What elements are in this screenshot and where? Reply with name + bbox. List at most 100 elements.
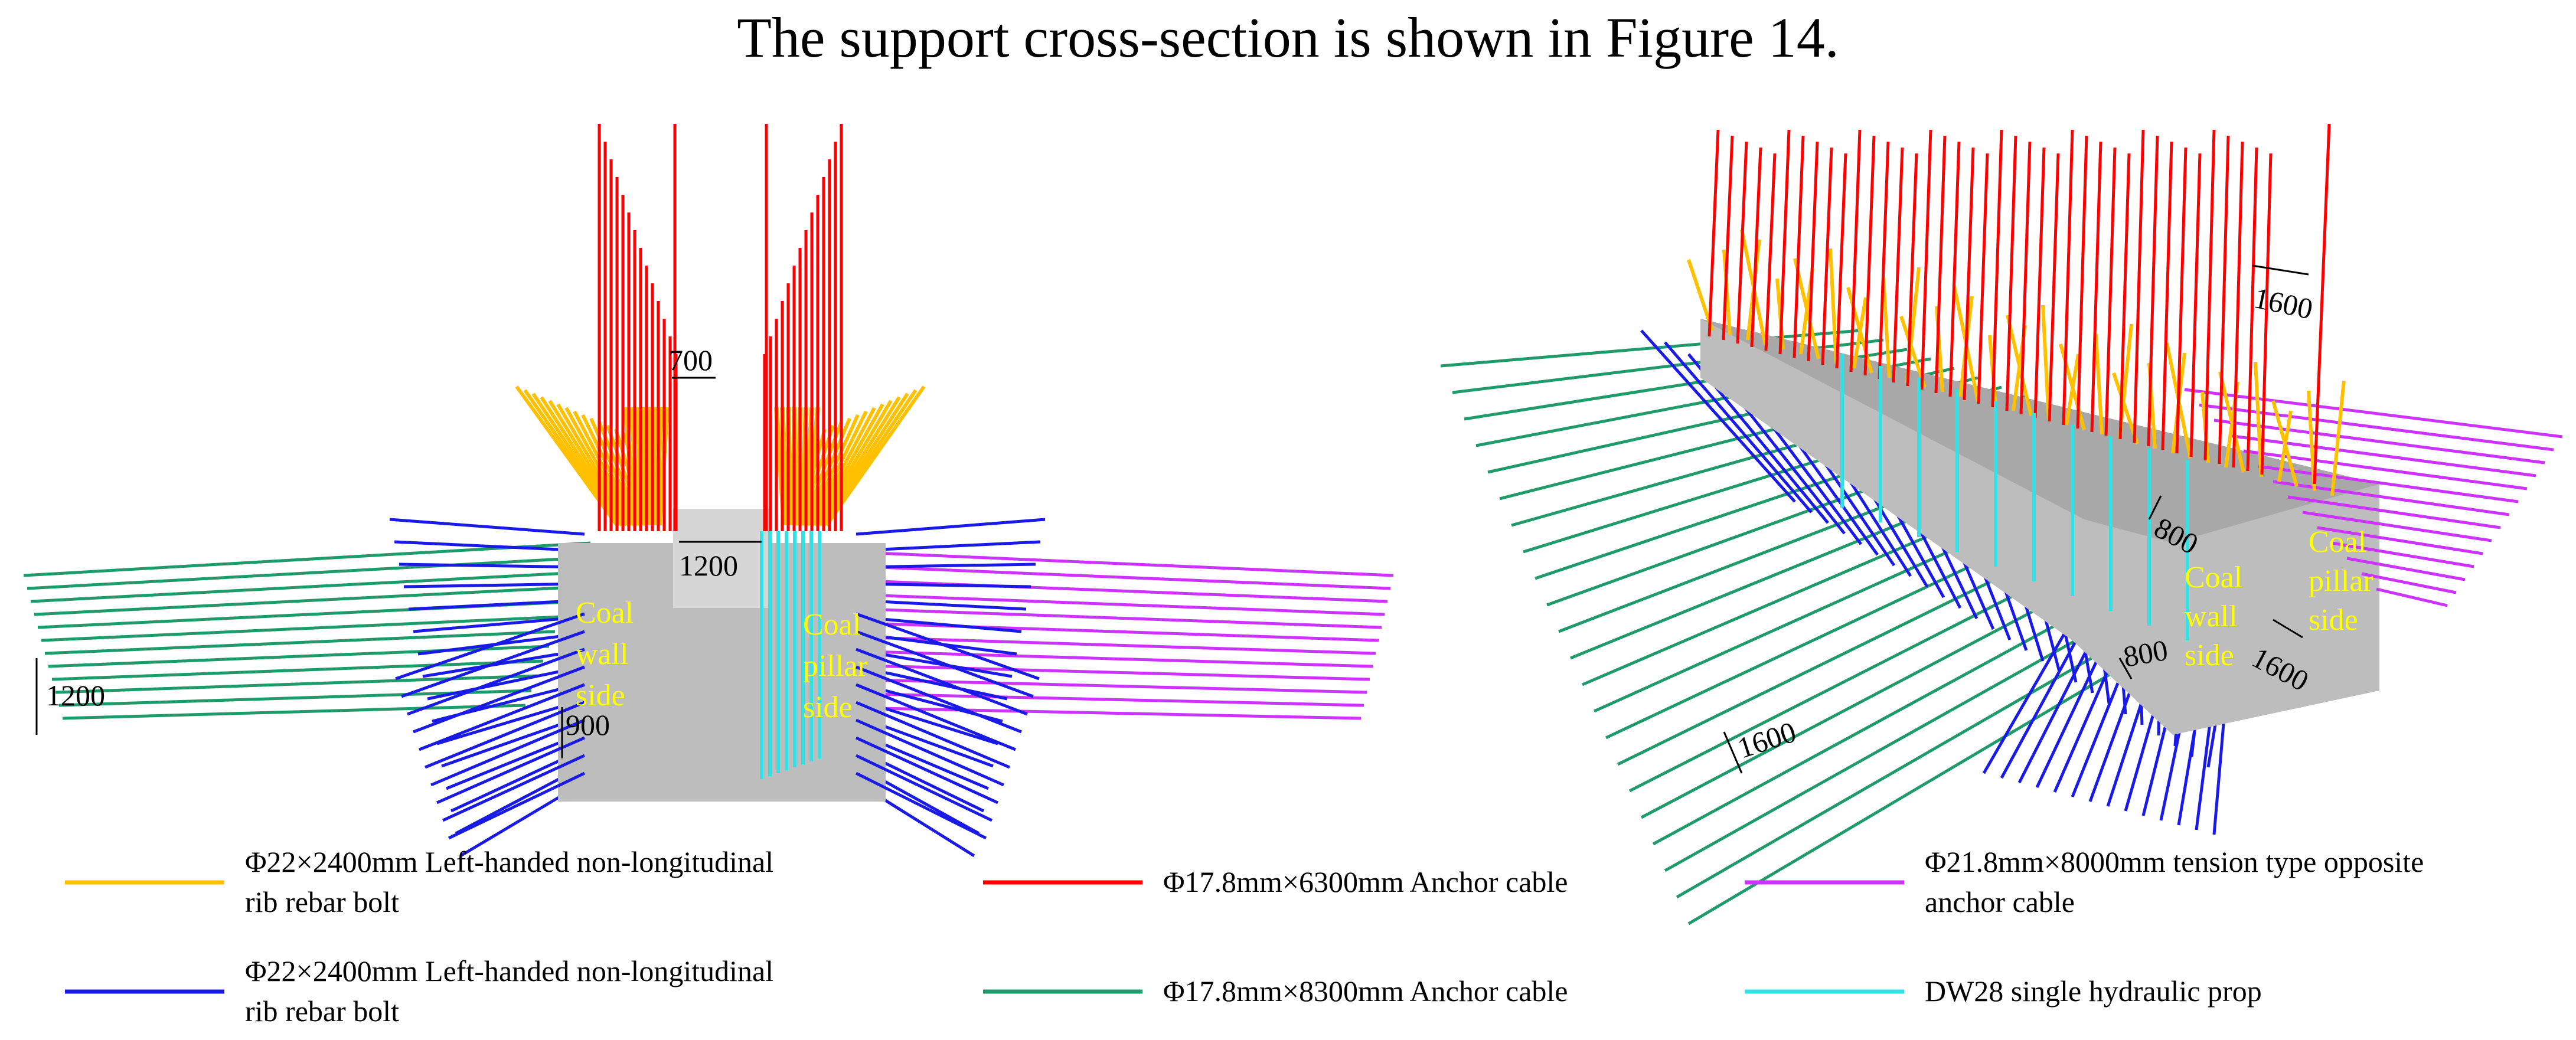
right-coal-wall-side-label: wall	[2185, 600, 2238, 633]
right-yellow-roof-bolt	[1846, 287, 1873, 374]
legend-label-0: rib rebar bolt	[245, 885, 399, 918]
left-yellow-roof-bolt	[531, 393, 623, 526]
right-red-anchor-cable	[1906, 153, 1918, 387]
legend-label-2: anchor cable	[1925, 885, 2075, 918]
left-blue-rib-bolt	[408, 599, 585, 611]
right-red-anchor-cable	[1892, 147, 1904, 383]
left-blue-rib-bolt	[425, 701, 585, 769]
right-yellow-roof-bolt	[2041, 305, 2051, 421]
right-magenta-anchor-cable	[2287, 495, 2501, 529]
left-magenta-anchor-cable	[850, 678, 1367, 694]
right-blue-rib-bolt	[1664, 341, 1813, 514]
left-magenta-anchor-cable	[850, 663, 1370, 681]
left-magenta-anchor-cable	[850, 706, 1362, 720]
right-red-anchor-cable	[1764, 153, 1777, 351]
legend: Φ22×2400mm Left-handed non-longitudinal r…	[65, 845, 2424, 1028]
right-magenta-anchor-cable	[2332, 541, 2474, 568]
right-magenta-anchor-cable	[2302, 511, 2492, 542]
left-coal-pillar-side-label: Coal	[803, 608, 861, 642]
left-magenta-anchor-cable	[850, 649, 1373, 668]
right-blue-rib-bolt	[1640, 329, 1796, 503]
left-blue-rib-bolt	[394, 540, 585, 552]
right-red-anchor-cable	[1750, 147, 1762, 348]
figure-caption: The support cross-section is shown in Fi…	[737, 6, 1839, 69]
left-blue-rib-bolt	[436, 736, 586, 804]
right-red-anchor-cable	[2175, 147, 2188, 454]
left-green-anchor-cable	[51, 659, 544, 681]
right-dimension-lines	[1723, 264, 2309, 774]
right-red-anchor-cable	[2246, 147, 2258, 472]
left-green-anchor-cable	[34, 586, 573, 616]
left-dim-1200-rib-label: 1200	[46, 679, 105, 712]
left-yellow-roof-bolt	[581, 414, 638, 526]
left-blue-rib-bolt	[430, 718, 585, 787]
right-red-anchor-cable	[2005, 135, 2017, 411]
right-magenta-anchor-cable	[2317, 526, 2483, 555]
left-blue-rib-bolt	[856, 540, 1041, 552]
right-red-anchor-cable	[1878, 141, 1890, 380]
left-yellow-roof-bolt	[806, 414, 860, 526]
left-dim-900-label: 900	[566, 708, 610, 741]
left-blue-rib-bolt	[855, 771, 987, 840]
left-coal-wall-side-label: Coal	[576, 596, 634, 630]
right-dim-1600-pillar-arrow	[2273, 619, 2303, 639]
left-green-anchor-cable	[55, 674, 538, 694]
legend-label-2: Φ21.8mm×8000mm tension type opposite	[1925, 845, 2424, 878]
right-roadway-top-face	[1700, 319, 2379, 543]
left-blue-rib-bolt	[399, 562, 585, 569]
left-blue-rib-bolt	[856, 683, 1016, 751]
right-dim-1600-rib-label: 1600	[1733, 715, 1800, 764]
left-dimension-lines	[35, 377, 762, 758]
left-blue-rib-bolt	[419, 683, 585, 751]
left-yellow-roof-bolt	[523, 389, 621, 526]
right-red-anchor-cable	[1863, 135, 1876, 376]
right-red-anchor-cable	[2104, 147, 2117, 436]
left-blue-rib-bolt	[401, 630, 585, 698]
right-coal-pillar-side-label: pillar	[2309, 564, 2373, 598]
right-red-anchor-cable	[1722, 135, 1734, 341]
right-magenta-anchor-cable	[2258, 465, 2519, 503]
left-magenta-anchor-cable	[850, 550, 1394, 577]
right-roadway-block	[1700, 319, 2379, 735]
left-yellow-roof-bolt	[548, 400, 628, 526]
right-red-anchor-cable	[1821, 147, 1833, 365]
left-blue-rib-bolt	[856, 665, 1022, 734]
right-coal-pillar-side-label: side	[2309, 603, 2358, 637]
left-blue-rib-bolt	[856, 518, 1046, 536]
left-blue-rib-bolt	[389, 518, 585, 536]
legend-label-1: Φ17.8mm×6300mm Anchor cable	[1163, 865, 1568, 898]
right-red-anchor-cable	[1977, 153, 1989, 404]
left-green-anchor-cable	[27, 556, 585, 590]
right-red-anchor-cable	[1948, 141, 1961, 397]
left-blue-rib-bolt	[856, 630, 1034, 698]
left-magenta-anchor-cable	[850, 635, 1376, 655]
right-red-anchor-cable	[2313, 123, 2331, 485]
right-red-anchor-cable	[1807, 141, 1819, 362]
left-blue-rib-bolt	[442, 754, 586, 822]
right-red-anchor-cable	[2062, 129, 2074, 426]
right-blue-rib-bolt	[2000, 624, 2086, 779]
right-red-anchor-cable	[1835, 153, 1847, 369]
right-red-anchor-cable	[2033, 147, 2046, 418]
left-blue-rib-bolt	[422, 648, 585, 678]
right-magenta-anchor-cable	[2213, 418, 2545, 465]
right-red-anchor-cable	[2048, 153, 2060, 422]
right-blue-rib-bolt	[2017, 630, 2098, 784]
right-red-anchor-cable	[1849, 129, 1862, 372]
right-magenta-anchor-cable	[2243, 449, 2528, 490]
right-red-anchor-cable	[1707, 129, 1720, 337]
right-dim-800-rib-arrow	[2118, 658, 2133, 679]
left-coal-wall-side-label: side	[576, 679, 625, 712]
right-red-anchor-cable	[2232, 141, 2244, 468]
left-green-anchor-cable	[48, 645, 550, 668]
left-yellow-roof-bolt	[818, 396, 901, 526]
right-magenta-anchor-cable	[2199, 403, 2554, 452]
right-yellow-roof-bolt	[1687, 259, 1714, 331]
right-yellow-roof-bolt	[2271, 400, 2299, 487]
right-yellow-roof-bolt	[2094, 333, 2104, 435]
right-magenta-anchor-cable	[2376, 587, 2448, 607]
right-red-anchor-cable	[2218, 135, 2230, 465]
right-dim-1600-roof-label: 1600	[2251, 281, 2316, 326]
left-blue-rib-bolt	[855, 718, 1005, 787]
left-dim-700-label: 700	[668, 344, 713, 377]
